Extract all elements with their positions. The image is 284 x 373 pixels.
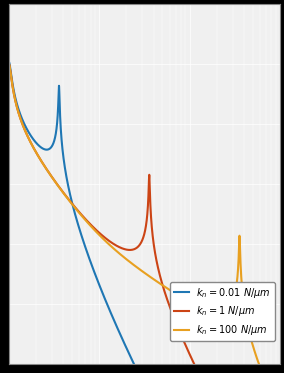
$k_n = 0.01\ N/\mu m$: [7, 60, 11, 64]
$k_n = 1\ N/\mu m$: [183, 342, 187, 347]
$k_n = 1\ N/\mu m$: [57, 184, 60, 188]
Line: $k_n = 1\ N/\mu m$: $k_n = 1\ N/\mu m$: [9, 64, 280, 373]
$k_n = 100\ N/\mu m$: [170, 289, 173, 293]
$k_n = 0.01\ N/\mu m$: [111, 314, 114, 319]
$k_n = 100\ N/\mu m$: [209, 309, 213, 314]
$k_n = 1\ N/\mu m$: [170, 309, 173, 313]
$k_n = 100\ N/\mu m$: [57, 184, 60, 188]
$k_n = 0.01\ N/\mu m$: [57, 103, 60, 107]
$k_n = 1\ N/\mu m$: [7, 62, 11, 66]
Legend: $k_n = 0.01\ N/\mu m$, $k_n = 1\ N/\mu m$, $k_n = 100\ N/\mu m$: $k_n = 0.01\ N/\mu m$, $k_n = 1\ N/\mu m…: [170, 282, 275, 341]
$k_n = 100\ N/\mu m$: [183, 297, 187, 302]
Line: $k_n = 0.01\ N/\mu m$: $k_n = 0.01\ N/\mu m$: [9, 62, 280, 373]
$k_n = 100\ N/\mu m$: [230, 301, 233, 305]
$k_n = 100\ N/\mu m$: [111, 245, 114, 250]
$k_n = 100\ N/\mu m$: [7, 62, 11, 66]
$k_n = 1\ N/\mu m$: [111, 241, 114, 245]
Line: $k_n = 100\ N/\mu m$: $k_n = 100\ N/\mu m$: [9, 64, 280, 373]
